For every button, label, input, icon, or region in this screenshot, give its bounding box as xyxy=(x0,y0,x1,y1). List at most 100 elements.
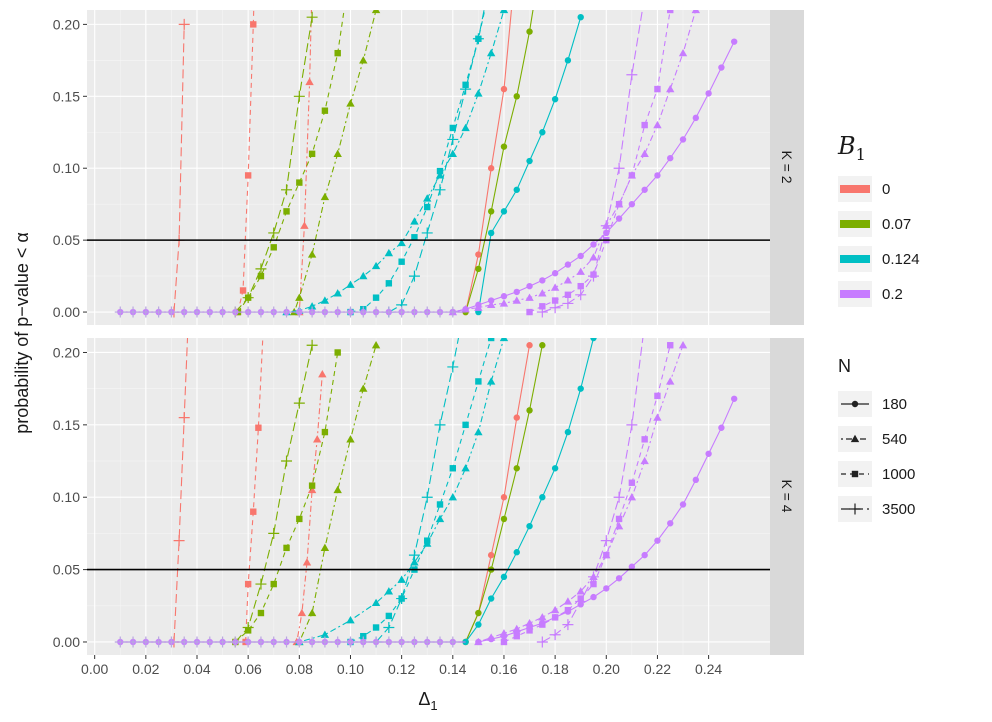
x-tick-label: 0.16 xyxy=(490,661,517,677)
data-point xyxy=(296,179,303,186)
data-point xyxy=(564,261,572,268)
data-point xyxy=(296,515,303,523)
data-point xyxy=(408,306,420,318)
data-point xyxy=(525,618,534,627)
data-point xyxy=(307,250,317,258)
data-point xyxy=(640,456,649,465)
data-point xyxy=(500,515,508,523)
y-tick-label: 0.10 xyxy=(53,160,80,176)
data-point xyxy=(539,303,546,310)
facet-label-k4: K = 4 xyxy=(779,479,795,512)
data-point xyxy=(614,521,624,530)
data-point xyxy=(472,33,484,45)
data-point xyxy=(281,306,293,318)
x-tick-label: 0.00 xyxy=(81,661,108,677)
data-point xyxy=(626,69,638,81)
data-point xyxy=(308,150,316,158)
data-point xyxy=(654,172,661,179)
data-point xyxy=(153,636,165,648)
data-point xyxy=(462,421,469,429)
x-axis-title: Δ1 xyxy=(418,689,437,713)
legend-b-title-sub: 1 xyxy=(856,145,866,164)
data-point xyxy=(487,165,495,172)
data-point xyxy=(127,636,139,648)
data-point xyxy=(372,624,380,631)
data-point xyxy=(577,252,584,260)
data-point xyxy=(512,296,521,304)
data-point xyxy=(332,306,344,318)
data-point xyxy=(307,608,317,617)
data-point xyxy=(448,149,458,157)
data-point xyxy=(551,614,559,621)
series-line xyxy=(237,10,345,313)
x-tick-label: 0.18 xyxy=(541,661,568,677)
data-point xyxy=(475,621,482,628)
data-point xyxy=(474,637,483,646)
data-point xyxy=(217,306,229,318)
y-tick-label: 0.05 xyxy=(53,562,80,578)
series-line xyxy=(529,10,671,313)
data-point xyxy=(255,578,267,590)
data-point xyxy=(319,636,331,648)
data-point xyxy=(178,636,190,648)
data-point xyxy=(332,636,344,648)
data-point xyxy=(333,149,342,157)
data-point xyxy=(512,624,521,633)
legend-key-b xyxy=(840,290,870,298)
data-point xyxy=(538,613,547,621)
data-point xyxy=(615,575,623,582)
data-point xyxy=(334,349,341,356)
data-point xyxy=(653,413,662,421)
data-point xyxy=(577,385,584,392)
data-point xyxy=(281,636,293,648)
data-point xyxy=(424,203,431,211)
data-point xyxy=(653,120,662,129)
data-point xyxy=(500,638,508,646)
data-point xyxy=(486,300,496,309)
legend-key-marker xyxy=(850,434,860,443)
data-point xyxy=(320,192,330,201)
data-point xyxy=(549,302,561,314)
data-point xyxy=(239,287,247,294)
data-point xyxy=(268,636,280,648)
data-point xyxy=(499,338,509,342)
y-axis-title: probability of p−value < α xyxy=(12,232,32,434)
data-point xyxy=(408,270,420,282)
data-point xyxy=(718,424,725,431)
data-layer-k4 xyxy=(114,338,738,648)
data-point xyxy=(244,580,252,588)
data-point xyxy=(344,636,356,648)
data-point xyxy=(204,306,216,318)
data-point xyxy=(718,64,725,71)
data-point xyxy=(397,575,406,583)
data-point xyxy=(321,107,329,114)
data-point xyxy=(346,435,355,443)
legend-b-title: B1 xyxy=(837,132,866,164)
data-point xyxy=(165,306,177,318)
data-point xyxy=(526,627,533,634)
data-point xyxy=(421,491,433,503)
data-point xyxy=(564,606,572,614)
data-point xyxy=(242,292,254,304)
data-point xyxy=(461,304,470,313)
legend-b-title-base: B xyxy=(837,132,856,160)
data-point xyxy=(320,543,330,552)
data-point xyxy=(691,10,701,14)
legend-key-marker xyxy=(849,503,861,515)
data-point xyxy=(307,302,317,310)
series-line xyxy=(350,338,492,643)
data-point xyxy=(178,306,190,318)
data-point xyxy=(398,258,405,265)
data-point xyxy=(475,251,482,258)
legend-n-title: N xyxy=(838,356,851,376)
data-point xyxy=(257,272,265,280)
data-point xyxy=(536,306,548,318)
data-point xyxy=(654,392,661,400)
data-point xyxy=(460,83,472,95)
data-point xyxy=(359,384,368,392)
data-point xyxy=(678,48,688,57)
data-point xyxy=(371,10,381,14)
facet-strip-k4 xyxy=(770,338,804,655)
data-point xyxy=(385,280,393,287)
